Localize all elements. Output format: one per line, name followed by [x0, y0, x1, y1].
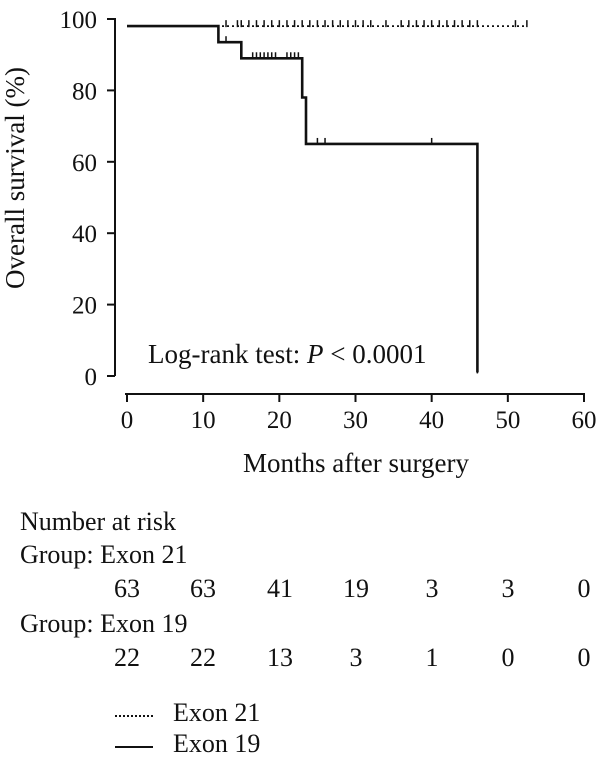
risk-value: 63 — [190, 574, 216, 603]
x-tick-label: 10 — [191, 407, 216, 434]
risk-table-title: Number at risk — [20, 507, 176, 536]
y-tick-label: 20 — [72, 293, 97, 320]
y-tick-label: 40 — [72, 221, 97, 248]
risk-value: 0 — [577, 574, 591, 603]
y-axis-label: Overall survival (%) — [0, 67, 30, 289]
x-tick-label: 30 — [343, 407, 368, 434]
legend-dotted-line-icon — [115, 715, 153, 717]
risk-value: 41 — [267, 574, 293, 603]
legend-solid-line-icon — [115, 746, 153, 748]
x-axis-label: Months after surgery — [243, 448, 469, 478]
risk-value: 3 — [349, 643, 363, 672]
annotation-suffix: < 0.0001 — [323, 339, 426, 369]
risk-value: 13 — [267, 643, 293, 672]
x-tick-label: 0 — [121, 407, 134, 434]
risk-value: 1 — [425, 643, 439, 672]
survival-chart: 0 20 40 60 80 100 0 10 20 30 40 50 60 Overall surviv… — [0, 7, 597, 478]
risk-group-label-exon19: Group: Exon 19 — [20, 609, 188, 638]
legend-label-exon19: Exon 19 — [173, 729, 261, 758]
legend-label-exon21: Exon 21 — [173, 698, 261, 727]
risk-value: 0 — [501, 643, 515, 672]
risk-value: 0 — [577, 643, 591, 672]
risk-value: 22 — [190, 643, 216, 672]
log-rank-annotation: Log-rank test: P < 0.0001 — [148, 339, 426, 369]
risk-value: 3 — [501, 574, 515, 603]
series-line-exon-19 — [127, 24, 479, 373]
x-tick-label: 50 — [495, 407, 520, 434]
risk-group-label-exon21: Group: Exon 21 — [20, 540, 188, 569]
x-tick-label: 40 — [419, 407, 444, 434]
x-tick-label: 60 — [572, 407, 597, 434]
y-tick-label: 0 — [85, 364, 98, 391]
y-tick-label: 80 — [72, 78, 97, 105]
risk-value: 22 — [114, 643, 140, 672]
annotation-prefix: Log-rank test: — [148, 339, 307, 369]
y-tick-label: 100 — [60, 7, 98, 34]
risk-value: 3 — [425, 574, 439, 603]
risk-value: 63 — [114, 574, 140, 603]
annotation-p: P — [306, 339, 324, 369]
y-tick-label: 60 — [72, 150, 97, 177]
risk-value: 19 — [343, 574, 369, 603]
x-tick-label: 20 — [267, 407, 292, 434]
